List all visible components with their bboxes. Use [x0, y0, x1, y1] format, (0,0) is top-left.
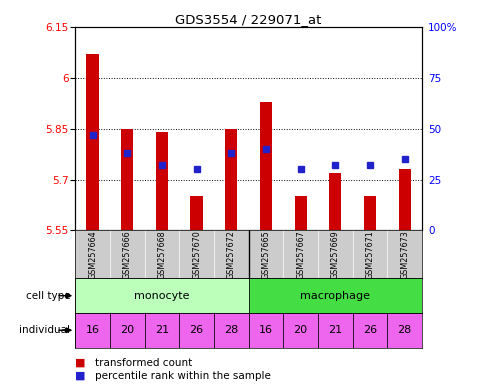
Text: 16: 16 — [258, 325, 272, 335]
Text: transformed count: transformed count — [94, 358, 192, 368]
Text: 26: 26 — [362, 325, 376, 335]
Text: GSM257664: GSM257664 — [88, 230, 97, 279]
Text: GSM257672: GSM257672 — [226, 230, 235, 279]
Bar — [363, 197, 375, 230]
Bar — [318, 313, 352, 348]
Text: 28: 28 — [224, 325, 238, 335]
Bar — [248, 278, 421, 313]
Text: ■: ■ — [75, 371, 86, 381]
Text: macrophage: macrophage — [300, 291, 369, 301]
Bar — [86, 54, 98, 230]
Text: ■: ■ — [75, 358, 86, 368]
Text: 16: 16 — [85, 325, 99, 335]
Bar — [155, 132, 167, 230]
Text: 26: 26 — [189, 325, 203, 335]
Text: GSM257667: GSM257667 — [295, 230, 304, 279]
Text: GSM257668: GSM257668 — [157, 230, 166, 279]
Bar — [294, 197, 306, 230]
Text: GSM257669: GSM257669 — [330, 230, 339, 279]
Bar — [352, 313, 386, 348]
Bar — [179, 313, 213, 348]
Bar — [283, 313, 318, 348]
Bar — [109, 313, 144, 348]
Bar — [213, 313, 248, 348]
Bar — [75, 313, 109, 348]
Title: GDS3554 / 229071_at: GDS3554 / 229071_at — [175, 13, 321, 26]
Bar — [225, 129, 237, 230]
Bar — [190, 197, 202, 230]
Text: GSM257670: GSM257670 — [192, 230, 201, 279]
Text: individual: individual — [19, 325, 70, 335]
Bar — [329, 173, 341, 230]
Text: GSM257665: GSM257665 — [261, 230, 270, 279]
Text: 20: 20 — [293, 325, 307, 335]
Text: GSM257671: GSM257671 — [364, 230, 374, 279]
Bar — [121, 129, 133, 230]
Text: percentile rank within the sample: percentile rank within the sample — [94, 371, 270, 381]
Text: GSM257673: GSM257673 — [399, 230, 408, 279]
Bar — [75, 278, 248, 313]
Bar — [259, 101, 272, 230]
Text: cell type: cell type — [26, 291, 70, 301]
Text: 28: 28 — [397, 325, 411, 335]
Text: monocyte: monocyte — [134, 291, 189, 301]
Bar — [144, 313, 179, 348]
Text: 20: 20 — [120, 325, 134, 335]
Text: 21: 21 — [328, 325, 342, 335]
Bar — [398, 169, 410, 230]
Bar — [248, 313, 283, 348]
Bar — [386, 313, 421, 348]
Text: GSM257666: GSM257666 — [122, 230, 132, 279]
Text: 21: 21 — [154, 325, 168, 335]
